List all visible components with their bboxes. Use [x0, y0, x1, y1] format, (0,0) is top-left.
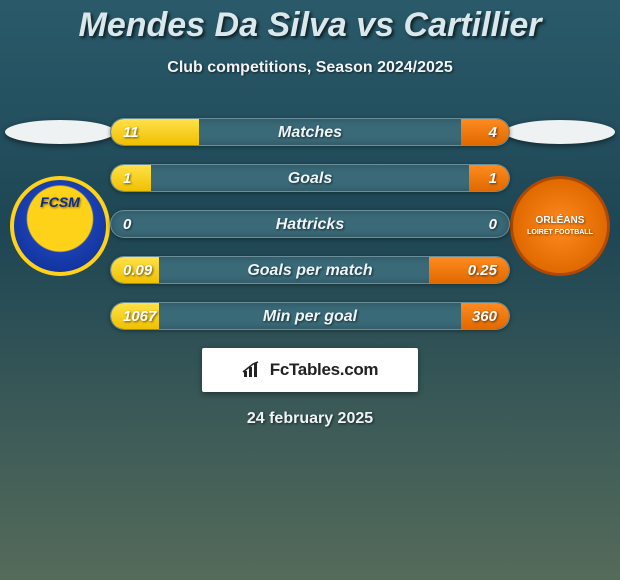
stat-label: Matches — [111, 119, 509, 146]
left-player-column — [5, 120, 115, 276]
right-club-sublabel: LOIRET FOOTBALL — [527, 229, 593, 236]
stat-row: 0.090.25Goals per match — [110, 256, 510, 284]
stat-label: Hattricks — [111, 211, 509, 238]
stat-row: 00Hattricks — [110, 210, 510, 238]
stat-row: 114Matches — [110, 118, 510, 146]
bar-chart-icon — [242, 361, 264, 379]
right-avatar-placeholder — [505, 120, 615, 144]
left-avatar-placeholder — [5, 120, 115, 144]
right-club-badge: ORLÉANS LOIRET FOOTBALL — [510, 176, 610, 276]
page-title: Mendes Da Silva vs Cartillier — [0, 0, 620, 45]
left-club-badge — [10, 176, 110, 276]
brand-box: FcTables.com — [202, 348, 418, 392]
stat-label: Goals per match — [111, 257, 509, 284]
date-label: 24 february 2025 — [110, 410, 510, 428]
right-player-column: ORLÉANS LOIRET FOOTBALL — [505, 120, 615, 276]
brand-label: FcTables.com — [270, 360, 379, 380]
stat-label: Goals — [111, 165, 509, 192]
stats-column: 114Matches 11Goals 00Hattricks 0.090.25Goal… — [110, 118, 510, 428]
stat-row: 1067360Min per goal — [110, 302, 510, 330]
page-subtitle: Club competitions, Season 2024/2025 — [0, 59, 620, 77]
stat-row: 11Goals — [110, 164, 510, 192]
stat-label: Min per goal — [111, 303, 509, 330]
right-club-label: ORLÉANS — [536, 215, 585, 226]
